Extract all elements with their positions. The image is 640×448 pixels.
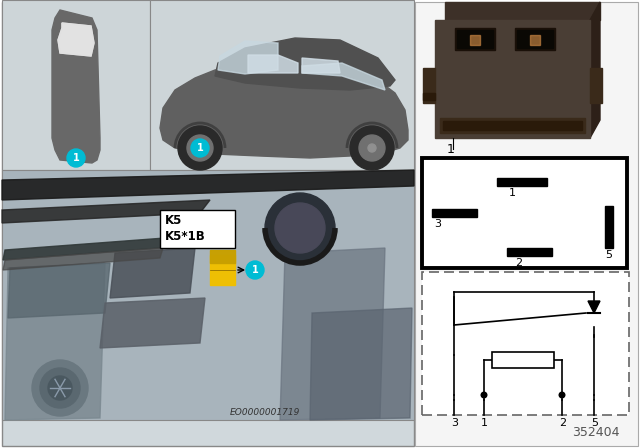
Circle shape bbox=[67, 149, 85, 167]
Text: 5: 5 bbox=[591, 418, 598, 428]
Circle shape bbox=[481, 392, 487, 398]
Bar bbox=[150, 0, 414, 170]
Circle shape bbox=[32, 360, 88, 416]
Polygon shape bbox=[423, 93, 435, 100]
Polygon shape bbox=[302, 58, 340, 73]
Polygon shape bbox=[423, 68, 435, 103]
Text: K5*1B: K5*1B bbox=[165, 230, 205, 243]
Bar bbox=[422, 272, 629, 415]
Polygon shape bbox=[310, 308, 412, 420]
Polygon shape bbox=[280, 248, 385, 420]
Circle shape bbox=[48, 376, 72, 400]
Text: 5: 5 bbox=[605, 250, 612, 260]
Polygon shape bbox=[110, 248, 195, 298]
Polygon shape bbox=[248, 55, 298, 73]
Polygon shape bbox=[470, 35, 480, 45]
Polygon shape bbox=[160, 63, 408, 158]
Polygon shape bbox=[2, 200, 210, 223]
Polygon shape bbox=[215, 38, 395, 90]
Text: 1: 1 bbox=[447, 143, 455, 156]
Bar bbox=[2, 0, 150, 170]
Polygon shape bbox=[445, 2, 600, 20]
Text: 3: 3 bbox=[434, 219, 441, 229]
Bar bbox=[492, 352, 554, 368]
Polygon shape bbox=[530, 35, 540, 45]
Polygon shape bbox=[605, 206, 613, 248]
Circle shape bbox=[246, 261, 264, 279]
Circle shape bbox=[40, 368, 80, 408]
Polygon shape bbox=[432, 209, 477, 217]
Bar bbox=[2, 170, 414, 420]
Circle shape bbox=[265, 193, 335, 263]
Polygon shape bbox=[100, 298, 205, 348]
Polygon shape bbox=[517, 30, 553, 48]
Text: 3: 3 bbox=[451, 418, 458, 428]
Polygon shape bbox=[210, 255, 235, 285]
Polygon shape bbox=[590, 68, 602, 103]
Polygon shape bbox=[588, 301, 600, 313]
Polygon shape bbox=[3, 248, 163, 270]
Polygon shape bbox=[58, 23, 94, 56]
Polygon shape bbox=[52, 10, 100, 163]
Polygon shape bbox=[497, 178, 547, 186]
Bar bbox=[422, 158, 627, 268]
Polygon shape bbox=[3, 238, 165, 260]
Circle shape bbox=[187, 135, 213, 161]
Polygon shape bbox=[218, 41, 278, 74]
Polygon shape bbox=[455, 28, 495, 50]
Text: 2: 2 bbox=[559, 418, 566, 428]
Bar bbox=[160, 210, 235, 248]
Circle shape bbox=[359, 135, 385, 161]
Polygon shape bbox=[457, 30, 493, 48]
Bar bbox=[415, 2, 638, 446]
Polygon shape bbox=[8, 263, 110, 318]
Circle shape bbox=[196, 144, 204, 152]
Text: K5: K5 bbox=[165, 214, 182, 227]
Polygon shape bbox=[507, 248, 552, 256]
Text: 1: 1 bbox=[252, 265, 259, 275]
Circle shape bbox=[559, 392, 564, 398]
Text: 352404: 352404 bbox=[572, 426, 620, 439]
Circle shape bbox=[350, 126, 394, 170]
Circle shape bbox=[191, 139, 209, 157]
Circle shape bbox=[368, 144, 376, 152]
Polygon shape bbox=[440, 118, 585, 133]
Text: EO0000001719: EO0000001719 bbox=[230, 408, 300, 417]
Text: 2: 2 bbox=[515, 258, 522, 268]
Circle shape bbox=[178, 126, 222, 170]
Bar bbox=[2, 2, 414, 446]
Polygon shape bbox=[590, 2, 600, 138]
Text: 1: 1 bbox=[196, 143, 204, 153]
Polygon shape bbox=[210, 250, 235, 263]
Text: 1: 1 bbox=[509, 188, 516, 198]
Polygon shape bbox=[435, 20, 590, 138]
Polygon shape bbox=[5, 263, 105, 420]
Polygon shape bbox=[515, 28, 555, 50]
Circle shape bbox=[275, 203, 325, 253]
Polygon shape bbox=[58, 23, 94, 56]
Polygon shape bbox=[302, 63, 385, 90]
Polygon shape bbox=[2, 170, 414, 200]
Polygon shape bbox=[443, 121, 582, 130]
Text: 1: 1 bbox=[72, 153, 79, 163]
Text: 1: 1 bbox=[481, 418, 488, 428]
